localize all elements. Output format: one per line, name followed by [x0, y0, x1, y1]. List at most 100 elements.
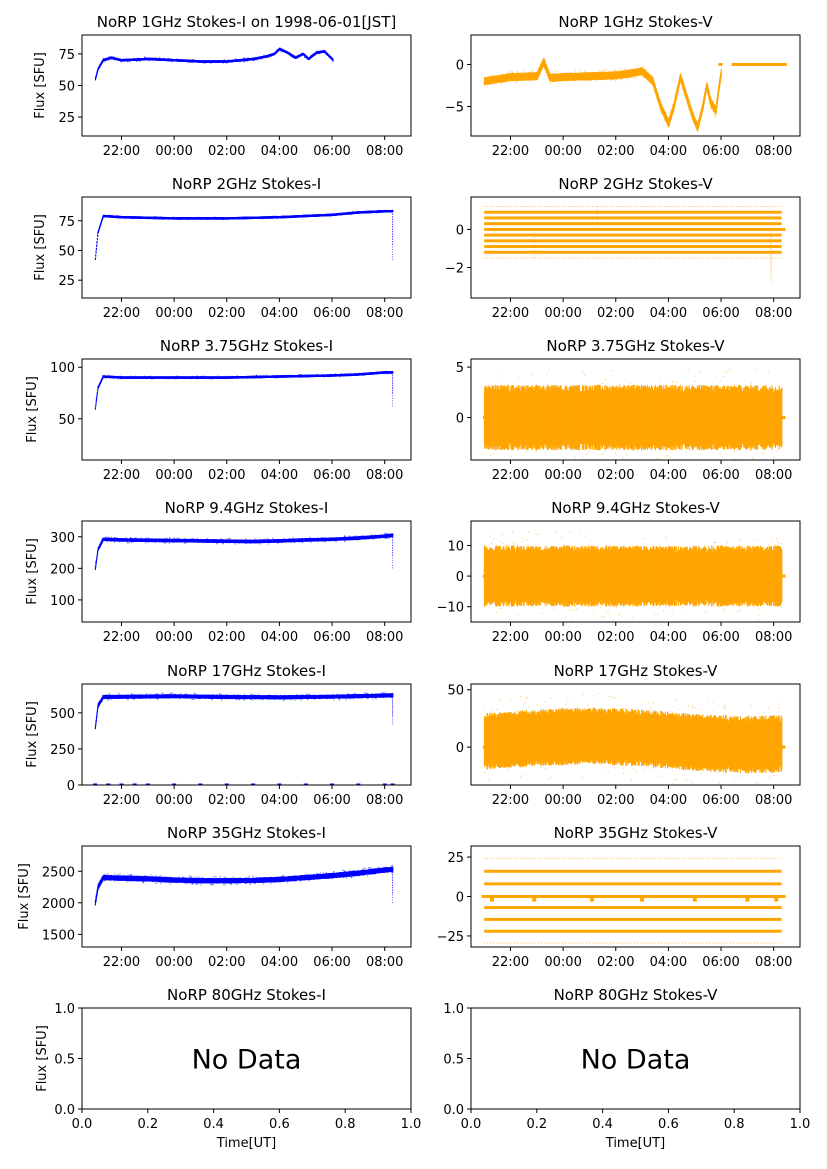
panel-title: NoRP 17GHz Stokes-I	[167, 662, 326, 680]
y-tick-label: 0.5	[54, 1053, 75, 1068]
x-tick-label: 06:00	[702, 468, 739, 483]
y-axis-label: Flux [SFU]	[25, 538, 40, 605]
x-tick-label: 22:00	[103, 144, 140, 159]
x-tick-label: 0.4	[592, 1117, 613, 1132]
zero-marker	[382, 783, 387, 785]
band-level-3	[484, 895, 782, 898]
y-tick-label: 250	[50, 743, 75, 758]
zero-stub	[780, 574, 786, 578]
x-tick-label: 06:00	[313, 630, 350, 645]
zero-marker	[172, 783, 177, 785]
y-tick-label: 5	[456, 361, 464, 376]
zero-marker	[119, 783, 124, 785]
x-tick-label: 22:00	[103, 630, 140, 645]
plot-area	[483, 57, 787, 132]
zero-marker	[356, 783, 361, 785]
x-tick-label: 00:00	[155, 955, 192, 970]
panel-title: NoRP 35GHz Stokes-I	[167, 824, 326, 842]
panel-1GHz-V: NoRP 1GHz Stokes-V 22:00 00:00 02:00 04:00 06…	[445, 13, 801, 159]
x-tick-label: 08:00	[755, 306, 792, 321]
axes-frame	[81, 845, 412, 948]
x-tick-label: 06:00	[313, 793, 350, 808]
y-tick-label: 75	[58, 215, 75, 230]
zero-marker	[106, 783, 111, 785]
y-tick-label: −25	[437, 930, 464, 945]
series-stokes-i	[94, 209, 394, 260]
x-tick-label: 06:00	[702, 630, 739, 645]
x-tick-label: 06:00	[313, 468, 350, 483]
no-data-label: No Data	[581, 1045, 691, 1076]
x-tick-label: 04:00	[650, 630, 687, 645]
series-zero-line	[731, 62, 787, 66]
zero-marker	[330, 783, 335, 785]
axes-frame	[470, 520, 801, 623]
band-level-0	[484, 250, 782, 254]
zero-stub	[781, 895, 786, 898]
panel-title: NoRP 9.4GHz Stokes-I	[165, 499, 329, 517]
x-tick-label: 06:00	[702, 793, 739, 808]
zero-marker	[590, 897, 595, 902]
x-tick-label: 00:00	[544, 955, 581, 970]
x-tick-label: 04:00	[650, 144, 687, 159]
plot-area	[481, 858, 786, 944]
series-stokes-v	[484, 206, 786, 259]
axes-frame	[470, 34, 801, 137]
band-level-2	[484, 239, 782, 243]
x-tick-label: 1.0	[401, 1117, 422, 1132]
plot-area	[482, 692, 786, 785]
plot-area	[482, 368, 786, 460]
x-tick-label: 04:00	[650, 793, 687, 808]
zero-marker	[718, 62, 723, 66]
y-axis-label: Flux [SFU]	[33, 214, 48, 281]
y-tick-label: 25	[58, 274, 75, 289]
zero-stub	[780, 745, 786, 749]
panel-1GHz-I: NoRP 1GHz Stokes-I on 1998-06-01[JST] 22:…	[33, 13, 412, 159]
x-tick-label: 22:00	[492, 468, 529, 483]
x-tick-label: 02:00	[597, 793, 634, 808]
y-tick-label: 0.0	[54, 1103, 75, 1118]
y-tick-label: 25	[447, 851, 464, 866]
y-tick-label: 0.5	[443, 1053, 464, 1068]
panel-title: NoRP 80GHz Stokes-I	[167, 986, 326, 1004]
axes-frame	[81, 358, 412, 461]
series-stokes-v	[482, 692, 786, 785]
panel-title: NoRP 3.75GHz Stokes-I	[160, 337, 333, 355]
x-tick-label: 04:00	[650, 955, 687, 970]
x-tick-label: 0.6	[269, 1117, 290, 1132]
axes-frame	[81, 520, 412, 623]
y-tick-label: 1500	[42, 928, 75, 943]
y-tick-label: 1.0	[443, 1002, 464, 1017]
panel-title: NoRP 35GHz Stokes-V	[554, 824, 719, 842]
x-tick-label: 06:00	[313, 306, 350, 321]
x-tick-label: 08:00	[366, 630, 403, 645]
plot-area	[94, 370, 394, 410]
y-tick-label: 100	[50, 361, 75, 376]
zero-stub	[781, 227, 786, 231]
panel-3.75GHz-V: NoRP 3.75GHz Stokes-V 22:00 00:00 02:00 04:0…	[456, 337, 801, 483]
y-tick-label: 0.0	[443, 1103, 464, 1118]
panel-35GHz-V: NoRP 35GHz Stokes-V 22:00 00:00 02:00 04:00 0…	[437, 824, 801, 970]
x-tick-label: 08:00	[755, 955, 792, 970]
y-tick-label: 200	[50, 562, 75, 577]
zero-marker	[303, 783, 308, 785]
x-tick-label: 00:00	[155, 306, 192, 321]
band-level-4	[484, 227, 782, 231]
y-tick-label: 300	[50, 531, 75, 546]
y-axis-label: Flux [SFU]	[35, 1025, 50, 1092]
x-tick-label: 00:00	[544, 144, 581, 159]
zero-marker	[692, 897, 697, 902]
panel-3.75GHz-I: NoRP 3.75GHz Stokes-I 22:00 00:00 02:00 04:0…	[25, 337, 412, 483]
x-tick-label: 22:00	[492, 630, 529, 645]
y-tick-label: 75	[58, 48, 75, 63]
x-tick-label: 08:00	[366, 468, 403, 483]
series-stokes-v	[483, 57, 722, 132]
axes-frame	[81, 34, 412, 137]
x-tick-label: 06:00	[702, 144, 739, 159]
y-tick-label: 0	[456, 570, 464, 585]
band-level-6	[484, 216, 782, 220]
panel-title: NoRP 1GHz Stokes-I on 1998-06-01[JST]	[97, 13, 397, 31]
plot-area	[94, 532, 394, 570]
zero-marker	[277, 783, 282, 785]
y-tick-label: 0	[67, 779, 75, 794]
y-tick-label: 0	[456, 891, 464, 906]
